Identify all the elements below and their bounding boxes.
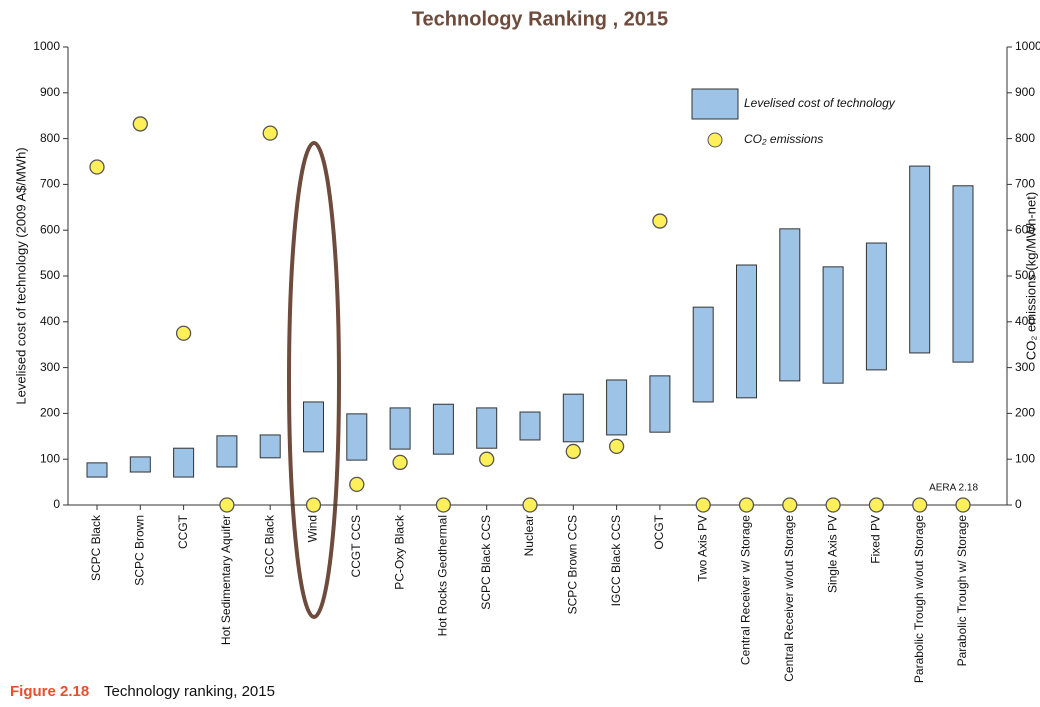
x-tick-label: Fixed PV	[869, 515, 883, 564]
x-tick-label: Hot Sedimentary Aquifer	[219, 515, 233, 645]
y-axis-label: Levelised cost of technology (2009 A$/MW…	[13, 147, 28, 404]
emission-dot	[479, 451, 495, 467]
range-bar	[346, 413, 368, 461]
range-bar	[952, 185, 974, 363]
emission-dot	[825, 497, 841, 513]
emission-dot	[349, 476, 365, 493]
emission-dot	[132, 116, 148, 132]
emission-dot	[435, 497, 452, 513]
range-bar	[303, 401, 324, 453]
y-tick-label: 300	[40, 360, 60, 374]
emission-dot	[522, 497, 538, 513]
y-tick-label: 0	[53, 497, 60, 511]
y-tick-label: 900	[40, 85, 60, 99]
emission-dot	[262, 125, 278, 141]
y2-tick-label: 500	[1015, 268, 1035, 282]
range-bar	[216, 435, 238, 468]
y-tick-label: 400	[40, 314, 60, 328]
x-tick-label: SCPC Black	[89, 514, 103, 581]
x-tick-label: Nuclear	[522, 515, 536, 556]
legend-swatch	[691, 88, 739, 120]
range-bar	[736, 264, 757, 399]
x-tick-label: Parabolic Trough w/out Storage	[912, 515, 926, 683]
x-tick-label: CCGT	[176, 514, 190, 549]
range-bar	[259, 434, 281, 459]
emission-dot	[782, 497, 798, 513]
emission-dot	[652, 213, 668, 229]
x-tick-label: IGCC Black	[262, 514, 276, 578]
range-bar	[173, 447, 195, 478]
range-bar	[562, 393, 584, 443]
x-tick-label: Central Receiver w/ Storage	[739, 515, 753, 665]
annotation: AERA 2.18	[929, 483, 978, 494]
range-bar	[432, 403, 454, 455]
y-tick-label: 200	[40, 406, 60, 420]
emission-dot	[912, 497, 928, 513]
legend-label: Levelised cost of technology	[744, 96, 896, 110]
range-bar	[865, 242, 887, 371]
range-bar	[519, 411, 541, 441]
y2-tick-label: 600	[1015, 222, 1035, 236]
range-bar	[692, 306, 714, 403]
y2-tick-label: 900	[1015, 85, 1035, 99]
x-tick-label: CCGT CCS	[349, 515, 363, 577]
emission-dot	[219, 497, 235, 513]
emission-dot	[868, 497, 885, 513]
emission-dot	[565, 443, 581, 460]
y2-tick-label: 0	[1015, 497, 1022, 511]
x-tick-label: PC-Oxy Black	[392, 514, 406, 590]
y-tick-label: 100	[40, 451, 60, 465]
x-tick-label: Central Receiver w/out Storage	[782, 515, 796, 682]
legend-label: CO₂ emissions	[744, 132, 823, 146]
caption-label: Figure 2.18	[10, 683, 89, 700]
y2-tick-label: 700	[1015, 177, 1035, 191]
y-tick-label: 500	[40, 268, 60, 282]
y-tick-label: 700	[40, 177, 60, 191]
range-bar	[779, 228, 801, 382]
range-bar	[822, 266, 844, 384]
x-tick-label: SCPC Brown	[132, 515, 146, 586]
x-tick-label: Two Axis PV	[695, 515, 709, 582]
y2-tick-label: 200	[1015, 406, 1035, 420]
chart-title: Technology Ranking , 2015	[412, 8, 668, 30]
y2-axis-label: CO₂ emissions (kg/MWh-net)	[1023, 192, 1038, 360]
emission-dot	[695, 497, 711, 513]
range-bar	[476, 407, 498, 449]
range-bar	[606, 379, 628, 436]
range-bar	[909, 165, 931, 354]
range-bar	[389, 407, 411, 450]
x-tick-label: OCGT	[652, 514, 666, 549]
x-tick-label: SCPC Black CCS	[479, 515, 493, 610]
range-bar	[649, 375, 671, 433]
emission-dot	[608, 438, 625, 455]
x-tick-label: Parabolic Trough w/ Storage	[955, 515, 969, 667]
x-tick-label: IGCC Black CCS	[609, 515, 623, 606]
y-tick-label: 600	[40, 222, 60, 236]
y2-tick-label: 400	[1015, 314, 1035, 328]
y2-tick-label: 1000	[1015, 39, 1040, 53]
emission-dot	[392, 454, 408, 471]
range-bar	[86, 462, 108, 478]
emission-dot	[175, 325, 192, 341]
emission-dot	[738, 497, 755, 513]
emission-dot	[305, 497, 322, 513]
x-tick-label: Wind	[306, 515, 320, 542]
x-tick-label: Hot Rocks Geothermal	[436, 515, 450, 636]
y2-tick-label: 300	[1015, 360, 1035, 374]
emission-dot	[955, 497, 971, 513]
y2-tick-label: 800	[1015, 131, 1035, 145]
x-tick-label: Single Axis PV	[825, 515, 839, 593]
y2-tick-label: 100	[1015, 451, 1035, 465]
legend-swatch	[707, 132, 723, 148]
y-tick-label: 1000	[33, 39, 60, 53]
emission-dot	[89, 159, 105, 175]
caption-text: Technology ranking, 2015	[104, 683, 275, 700]
highlight-ellipse	[287, 141, 341, 619]
x-tick-label: SCPC Brown CCS	[565, 515, 579, 614]
y-tick-label: 800	[40, 131, 60, 145]
range-bar	[129, 456, 151, 473]
